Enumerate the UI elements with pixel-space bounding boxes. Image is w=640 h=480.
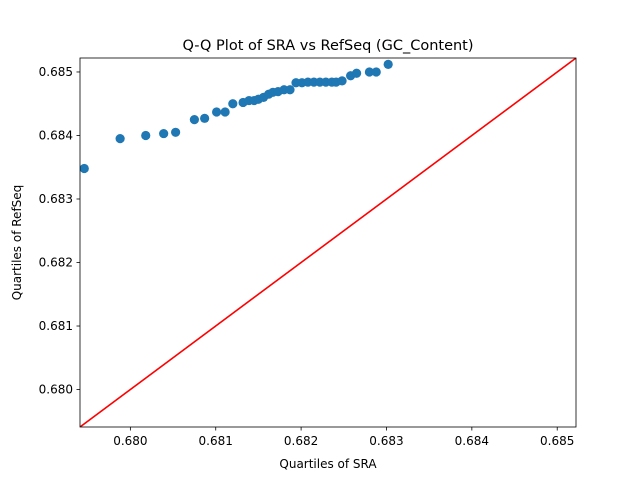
data-point — [337, 76, 347, 86]
axis-ticks: 0.680 0.681 0.682 0.683 0.684 0.685 0.680 0.681… — [39, 65, 575, 448]
y-tick-label: 0.680 — [39, 383, 73, 397]
y-tick-label: 0.681 — [39, 319, 73, 333]
y-axis-label: Quartiles of RefSeq — [10, 185, 24, 301]
x-tick-label: 0.685 — [540, 434, 574, 448]
x-axis-label: Quartiles of SRA — [279, 457, 377, 471]
data-point — [211, 107, 222, 117]
data-point — [383, 59, 393, 69]
data-point — [80, 163, 89, 174]
y-tick-label: 0.685 — [39, 65, 73, 79]
plot-frame — [79, 57, 577, 428]
data-point — [228, 99, 238, 109]
data-point — [364, 67, 375, 77]
x-tick-label: 0.680 — [113, 434, 147, 448]
data-point — [189, 115, 199, 125]
data-point — [115, 134, 125, 144]
data-point — [141, 130, 151, 141]
data-point — [371, 67, 381, 77]
x-tick-label: 0.683 — [369, 434, 403, 448]
data-point — [220, 107, 230, 117]
data-point — [171, 127, 181, 137]
data-point — [159, 128, 169, 139]
data-point — [351, 68, 362, 78]
y-tick-label: 0.684 — [39, 128, 73, 142]
plot-area — [80, 58, 576, 427]
y-tick-label: 0.683 — [39, 192, 73, 206]
data-point — [285, 85, 295, 95]
data-point — [200, 113, 210, 123]
chart-title: Q-Q Plot of SRA vs RefSeq (GC_Content) — [182, 38, 473, 54]
y-tick-label: 0.682 — [39, 256, 73, 270]
x-tick-label: 0.682 — [284, 434, 318, 448]
x-tick-label: 0.684 — [455, 434, 489, 448]
reference-line — [80, 58, 576, 427]
x-tick-label: 0.681 — [199, 434, 233, 448]
